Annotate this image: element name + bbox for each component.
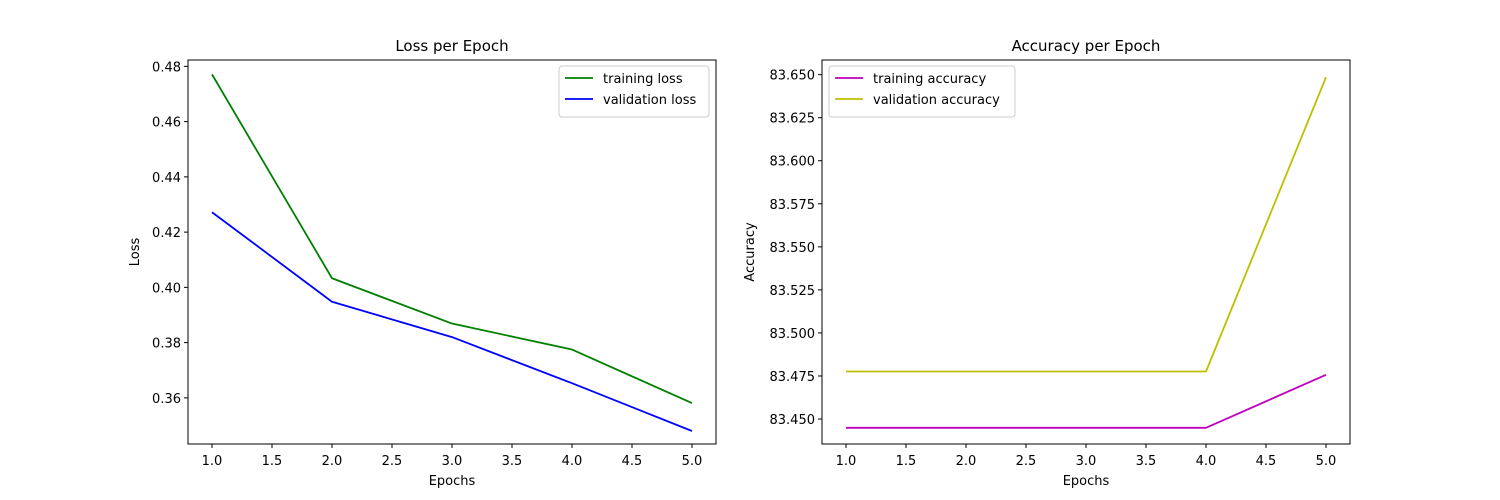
- x-tick-label: 5.0: [1316, 454, 1337, 469]
- x-tick-label: 4.5: [1256, 454, 1277, 469]
- legend-label: validation accuracy: [873, 93, 1000, 108]
- y-tick-label: 0.46: [152, 116, 181, 131]
- y-tick-label: 0.36: [152, 392, 181, 407]
- y-tick-label: 83.550: [770, 241, 816, 256]
- x-tick-label: 1.5: [262, 454, 283, 469]
- x-tick-label: 1.5: [896, 454, 917, 469]
- y-tick-label: 83.625: [770, 112, 816, 127]
- y-tick-label: 0.42: [152, 226, 181, 241]
- y-tick-label: 83.525: [770, 284, 816, 299]
- y-tick-label: 83.450: [770, 413, 816, 428]
- y-tick-label: 83.650: [770, 69, 816, 84]
- y-tick-label: 0.44: [152, 171, 181, 186]
- x-tick-label: 4.0: [562, 454, 583, 469]
- series-line-2: [211, 211, 693, 432]
- y-tick-label: 0.40: [152, 281, 181, 296]
- y-tick-label: 83.575: [770, 198, 816, 213]
- y-axis-label: Accuracy: [743, 222, 758, 282]
- chart-panel-1: Loss per Epoch 1.0 1.5 2.0 2.5 3.0 3.5 4.0 4.5 5.…: [128, 37, 717, 489]
- legend-label: validation loss: [603, 93, 696, 108]
- series-line-1: [846, 373, 1327, 429]
- x-tick-label: 3.5: [502, 454, 523, 469]
- x-tick-label: 5.0: [682, 454, 703, 469]
- y-tick-label: 83.600: [770, 155, 816, 170]
- y-tick-label: 0.48: [152, 60, 181, 75]
- x-tick-label: 3.0: [1076, 454, 1097, 469]
- y-tick-label: 83.500: [770, 327, 816, 342]
- series-line-1: [211, 73, 693, 404]
- x-tick-label: 1.0: [836, 454, 857, 469]
- legend: training loss validation loss: [558, 65, 710, 118]
- legend-box: [558, 65, 710, 118]
- series-line-2: [846, 76, 1327, 373]
- x-tick-label: 4.0: [1196, 454, 1217, 469]
- x-tick-label: 4.5: [622, 454, 643, 469]
- x-tick-label: 2.0: [956, 454, 977, 469]
- x-axis-label: Epochs: [1063, 474, 1110, 489]
- chart-panel-2: Accuracy per Epoch 1.0 1.5 2.0 2.5 3.0 3.5 4.0 4…: [743, 37, 1351, 489]
- x-tick-label: 2.5: [382, 454, 403, 469]
- chart-title: Loss per Epoch: [395, 37, 508, 55]
- legend-label: training loss: [603, 72, 683, 87]
- y-tick-label: 0.38: [152, 337, 181, 352]
- x-tick-label: 1.0: [202, 454, 223, 469]
- x-tick-label: 2.0: [322, 454, 343, 469]
- x-axis-label: Epochs: [429, 474, 476, 489]
- y-tick-label: 83.475: [770, 370, 816, 385]
- legend-label: training accuracy: [873, 72, 986, 87]
- y-axis-label: Loss: [128, 238, 143, 267]
- x-tick-label: 3.0: [442, 454, 463, 469]
- chart-title: Accuracy per Epoch: [1012, 37, 1161, 55]
- legend: training accuracy validation accuracy: [828, 65, 1016, 118]
- x-tick-label: 2.5: [1016, 454, 1037, 469]
- x-tick-label: 3.5: [1136, 454, 1157, 469]
- legend-box: [828, 65, 1016, 118]
